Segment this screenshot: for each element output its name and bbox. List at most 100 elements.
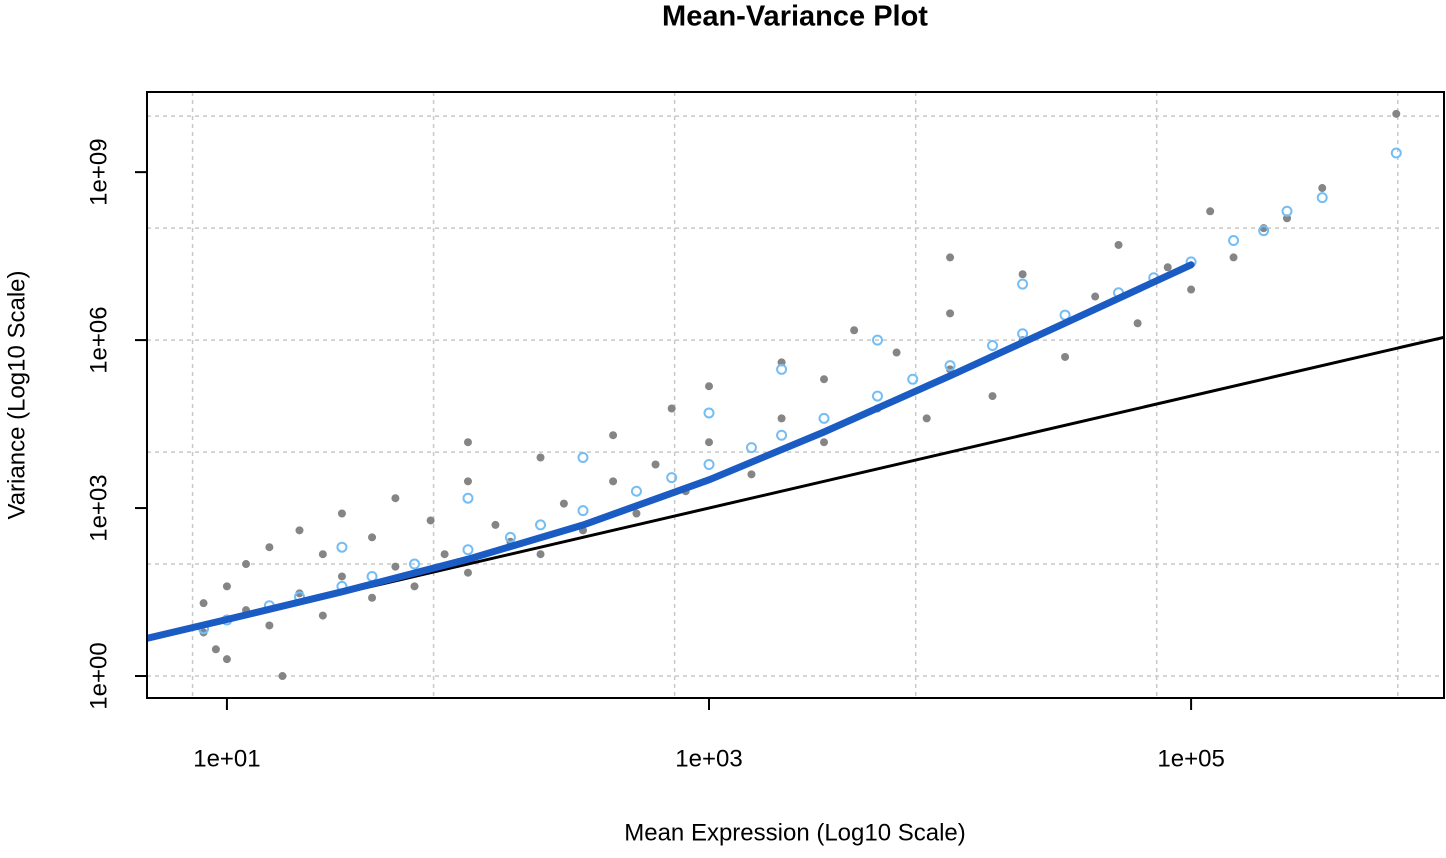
point [703, 407, 715, 419]
point [504, 531, 516, 543]
point [820, 375, 829, 384]
point [907, 373, 919, 385]
point [988, 392, 997, 401]
point [1018, 270, 1027, 279]
point [1061, 352, 1070, 361]
point [222, 655, 231, 664]
point [609, 431, 618, 440]
point [1091, 292, 1100, 301]
point [199, 599, 208, 608]
point [745, 442, 757, 454]
point [536, 453, 545, 462]
x-tick-label: 1e+03 [675, 745, 742, 772]
point [1228, 235, 1240, 247]
point [408, 558, 420, 570]
axes: 1e+01 1e+03 1e+05 1e+00 1e+03 1e+06 1e+09 [85, 138, 1224, 772]
line [147, 261, 1195, 642]
point [776, 429, 788, 441]
point [463, 438, 472, 447]
point [705, 382, 714, 391]
point [703, 458, 715, 470]
point [559, 499, 568, 508]
point [1392, 109, 1401, 118]
point [944, 360, 956, 372]
point [278, 672, 287, 681]
point [242, 560, 251, 569]
point [705, 438, 714, 447]
point [1206, 207, 1215, 216]
point [265, 543, 274, 552]
point [820, 438, 829, 447]
point [1229, 253, 1238, 262]
point [463, 568, 472, 577]
x-tick-label: 1e+05 [1157, 745, 1224, 772]
point [462, 544, 474, 556]
point [336, 541, 348, 553]
point [222, 582, 231, 591]
point [1017, 278, 1029, 290]
point [1258, 225, 1270, 237]
point [1163, 263, 1172, 272]
x-axis-label: Mean Expression (Log10 Scale) [624, 819, 966, 846]
point [777, 414, 786, 423]
point [211, 645, 220, 654]
point [410, 582, 419, 591]
point [987, 340, 999, 352]
point [491, 520, 500, 529]
grid [147, 92, 1444, 698]
x-tick-label: 1e+01 [193, 745, 260, 772]
point [1133, 319, 1142, 328]
point [577, 505, 589, 517]
point [818, 412, 830, 424]
point [871, 334, 883, 346]
point [1187, 285, 1196, 294]
plot-area [147, 109, 1444, 681]
plot-frame [146, 91, 1445, 699]
point [667, 404, 676, 413]
point [295, 589, 304, 598]
point [391, 562, 400, 571]
point [666, 472, 678, 484]
point [337, 572, 346, 581]
point [535, 519, 547, 531]
point [295, 526, 304, 535]
point [1390, 147, 1402, 159]
y-tick-label: 1e+09 [85, 138, 112, 205]
point [871, 390, 883, 402]
y-tick-label: 1e+00 [85, 642, 112, 709]
point [318, 550, 327, 559]
point [946, 253, 955, 262]
point [1114, 240, 1123, 249]
point [850, 326, 859, 335]
point [368, 593, 377, 602]
point [632, 509, 641, 518]
point [747, 470, 756, 479]
point [265, 621, 274, 630]
point [1316, 192, 1328, 204]
point [609, 477, 618, 486]
point [946, 309, 955, 318]
point [1281, 205, 1293, 217]
point [922, 414, 931, 423]
point [440, 550, 449, 559]
point [776, 363, 788, 375]
point [426, 516, 435, 525]
point [1017, 328, 1029, 340]
y-axis-label: Variance (Log10 Scale) [3, 270, 30, 519]
point [1318, 184, 1327, 193]
point [630, 485, 642, 497]
point [651, 460, 660, 469]
point [318, 611, 327, 620]
point [536, 550, 545, 559]
point [462, 492, 474, 504]
y-tick-label: 1e+03 [85, 474, 112, 541]
point [391, 494, 400, 503]
point [368, 533, 377, 542]
point [577, 451, 589, 463]
point [337, 509, 346, 518]
y-tick-label: 1e+06 [85, 306, 112, 373]
point [892, 348, 901, 357]
point [463, 477, 472, 486]
